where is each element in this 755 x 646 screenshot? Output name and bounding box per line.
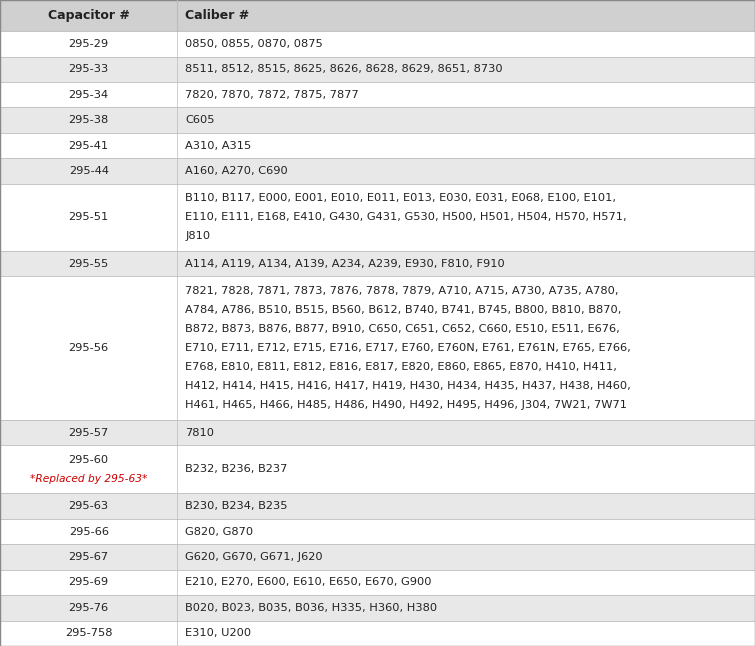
Text: 295-33: 295-33 [69, 64, 109, 74]
Text: B110, B117, E000, E001, E010, E011, E013, E030, E031, E068, E100, E101,: B110, B117, E000, E001, E010, E011, E013… [186, 193, 616, 203]
Text: *Replaced by 295-63*: *Replaced by 295-63* [30, 474, 147, 484]
Bar [0, 158, 755, 183]
Bar [0, 251, 755, 276]
Text: A310, A315: A310, A315 [186, 141, 251, 151]
Text: 295-63: 295-63 [69, 501, 109, 511]
Text: A784, A786, B510, B515, B560, B612, B740, B741, B745, B800, B810, B870,: A784, A786, B510, B515, B560, B612, B740… [186, 305, 622, 315]
Text: B872, B873, B876, B877, B910, C650, C651, C652, C660, E510, E511, E676,: B872, B873, B876, B877, B910, C650, C651… [186, 324, 620, 334]
Text: 7810: 7810 [186, 428, 214, 437]
Text: 295-67: 295-67 [69, 552, 109, 562]
Text: H461, H465, H466, H485, H486, H490, H492, H495, H496, J304, 7W21, 7W71: H461, H465, H466, H485, H486, H490, H492… [186, 401, 627, 410]
Text: C605: C605 [186, 115, 215, 125]
Text: B230, B234, B235: B230, B234, B235 [186, 501, 288, 511]
Text: Caliber #: Caliber # [186, 9, 250, 22]
Text: 295-76: 295-76 [69, 603, 109, 613]
Text: G820, G870: G820, G870 [186, 526, 254, 536]
Text: B232, B236, B237: B232, B236, B237 [186, 464, 288, 474]
Bar [0, 570, 755, 595]
Text: 7821, 7828, 7871, 7873, 7876, 7878, 7879, A710, A715, A730, A735, A780,: 7821, 7828, 7871, 7873, 7876, 7878, 7879… [186, 286, 619, 296]
Text: G620, G670, G671, J620: G620, G670, G671, J620 [186, 552, 323, 562]
Text: 295-56: 295-56 [69, 343, 109, 353]
Text: 295-44: 295-44 [69, 166, 109, 176]
Text: 295-69: 295-69 [69, 578, 109, 587]
Text: 295-55: 295-55 [69, 258, 109, 269]
Text: 295-758: 295-758 [65, 629, 112, 638]
Text: 7820, 7870, 7872, 7875, 7877: 7820, 7870, 7872, 7875, 7877 [186, 90, 359, 99]
Bar [0, 57, 755, 82]
Bar [0, 82, 755, 107]
Text: A114, A119, A134, A139, A234, A239, E930, F810, F910: A114, A119, A134, A139, A234, A239, E930… [186, 258, 505, 269]
Bar [0, 621, 755, 646]
Text: 295-57: 295-57 [69, 428, 109, 437]
Bar [0, 595, 755, 621]
Text: E110, E111, E168, E410, G430, G431, G530, H500, H501, H504, H570, H571,: E110, E111, E168, E410, G430, G431, G530… [186, 213, 627, 222]
Text: E768, E810, E811, E812, E816, E817, E820, E860, E865, E870, H410, H411,: E768, E810, E811, E812, E816, E817, E820… [186, 362, 618, 372]
Bar [0, 445, 755, 494]
Text: B020, B023, B035, B036, H335, H360, H380: B020, B023, B035, B036, H335, H360, H380 [186, 603, 438, 613]
Bar [0, 0, 755, 31]
Text: 295-60: 295-60 [69, 455, 109, 464]
Bar [0, 544, 755, 570]
Bar [0, 183, 755, 251]
Text: J810: J810 [186, 231, 211, 242]
Bar [0, 133, 755, 158]
Bar [0, 519, 755, 544]
Bar [0, 420, 755, 445]
Text: H412, H414, H415, H416, H417, H419, H430, H434, H435, H437, H438, H460,: H412, H414, H415, H416, H417, H419, H430… [186, 381, 631, 391]
Text: E310, U200: E310, U200 [186, 629, 251, 638]
Bar [0, 494, 755, 519]
Text: 295-51: 295-51 [69, 213, 109, 222]
Text: 295-41: 295-41 [69, 141, 109, 151]
Text: 295-38: 295-38 [69, 115, 109, 125]
Text: Capacitor #: Capacitor # [48, 9, 130, 22]
Text: 295-29: 295-29 [69, 39, 109, 49]
Text: 295-34: 295-34 [69, 90, 109, 99]
Text: 295-66: 295-66 [69, 526, 109, 536]
Bar [0, 276, 755, 420]
Text: 8511, 8512, 8515, 8625, 8626, 8628, 8629, 8651, 8730: 8511, 8512, 8515, 8625, 8626, 8628, 8629… [186, 64, 503, 74]
Text: A160, A270, C690: A160, A270, C690 [186, 166, 288, 176]
Bar [0, 31, 755, 57]
Bar [0, 107, 755, 133]
Text: 0850, 0855, 0870, 0875: 0850, 0855, 0870, 0875 [186, 39, 323, 49]
Text: E710, E711, E712, E715, E716, E717, E760, E760N, E761, E761N, E765, E766,: E710, E711, E712, E715, E716, E717, E760… [186, 343, 631, 353]
Text: E210, E270, E600, E610, E650, E670, G900: E210, E270, E600, E610, E650, E670, G900 [186, 578, 432, 587]
